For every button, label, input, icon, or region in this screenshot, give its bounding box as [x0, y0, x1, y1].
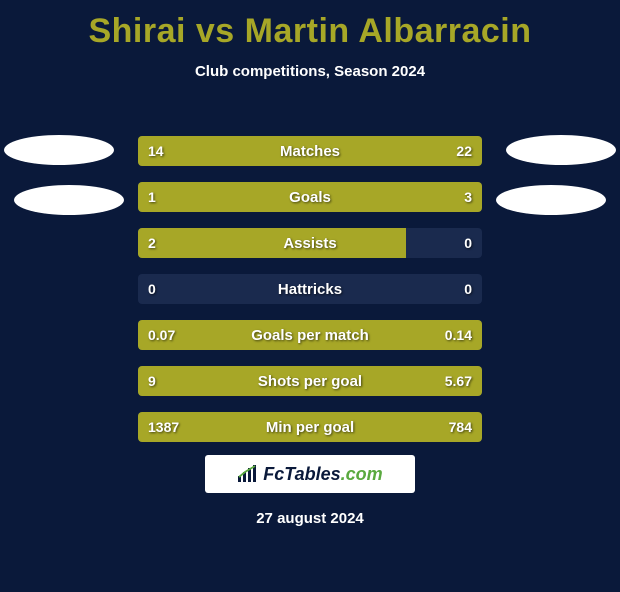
- stat-left-value: 9: [148, 366, 156, 396]
- stat-right-value: 5.67: [445, 366, 472, 396]
- stat-left-value: 1: [148, 182, 156, 212]
- page-subtitle: Club competitions, Season 2024: [0, 63, 620, 80]
- player-right-avatar-placeholder-1: [506, 135, 616, 165]
- stat-right-value: 0: [464, 274, 472, 304]
- stat-right-value: 784: [449, 412, 472, 442]
- fctables-logo[interactable]: FcTables.com: [205, 455, 415, 493]
- stat-row: 95.67Shots per goal: [138, 366, 482, 396]
- stat-right-fill: [272, 136, 482, 166]
- stat-right-value: 22: [456, 136, 472, 166]
- stat-right-fill: [224, 182, 482, 212]
- stat-right-value: 3: [464, 182, 472, 212]
- stat-left-fill: [138, 228, 406, 258]
- stat-right-value: 0.14: [445, 320, 472, 350]
- stat-row: 13Goals: [138, 182, 482, 212]
- player-left-avatar-placeholder-1: [4, 135, 114, 165]
- stat-left-value: 14: [148, 136, 164, 166]
- stat-row: 1422Matches: [138, 136, 482, 166]
- logo-tld: .com: [341, 464, 383, 484]
- player-left-avatar-placeholder-2: [14, 185, 124, 215]
- stat-right-value: 0: [464, 228, 472, 258]
- stat-label: Hattricks: [138, 274, 482, 304]
- update-date: 27 august 2024: [0, 510, 620, 527]
- chart-icon: [237, 465, 259, 483]
- stat-left-value: 2: [148, 228, 156, 258]
- stat-left-fill: [138, 366, 349, 396]
- stat-left-value: 0.07: [148, 320, 175, 350]
- stat-row: 0.070.14Goals per match: [138, 320, 482, 350]
- stat-row: 1387784Min per goal: [138, 412, 482, 442]
- page-title: Shirai vs Martin Albarracin: [0, 12, 620, 51]
- stat-row: 20Assists: [138, 228, 482, 258]
- fctables-logo-text: FcTables.com: [263, 464, 382, 485]
- player-right-avatar-placeholder-2: [496, 185, 606, 215]
- stats-bars-container: 1422Matches13Goals20Assists00Hattricks0.…: [138, 136, 482, 458]
- stat-left-value: 0: [148, 274, 156, 304]
- stat-left-value: 1387: [148, 412, 179, 442]
- logo-brand: FcTables: [263, 464, 340, 484]
- stat-row: 0 0Hattricks: [138, 274, 482, 304]
